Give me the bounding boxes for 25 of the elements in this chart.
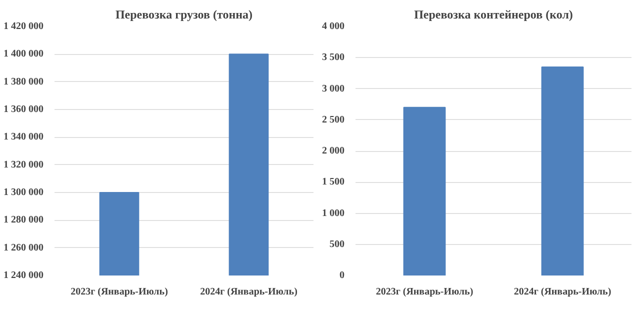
y-tick-label: 500 [330,238,344,250]
y-tick-label: 1 320 000 [4,159,44,170]
y-tick-label: 2 000 [322,146,344,156]
chart-title: Перевозка контейнеров (кол) [414,8,573,22]
x-tick-label: 2024г (Январь-Июль) [514,286,612,298]
y-tick-label: 0 [340,270,344,281]
y-tick-label: 2 500 [322,114,344,126]
y-tick-label: 1 420 000 [4,21,44,32]
y-tick-label: 1 340 000 [4,132,44,143]
y-tick-label: 3 500 [322,52,344,64]
y-tick-label: 1 240 000 [4,270,44,281]
x-tick-label: 2023г (Январь-Июль) [70,286,168,298]
y-tick-label: 3 000 [322,83,344,94]
x-tick-label: 2024г (Январь-Июль) [200,286,298,298]
y-tick-label: 1 260 000 [4,242,44,254]
y-tick-label: 1 000 [322,208,344,219]
y-tick-label: 1 300 000 [4,187,44,198]
y-tick-label: 1 280 000 [4,214,44,226]
y-tick-label: 4 000 [322,21,344,32]
y-tick-label: 1 400 000 [4,48,44,60]
x-tick-label: 2023г (Январь-Июль) [376,286,474,298]
y-tick-label: 1 380 000 [4,76,44,88]
y-tick-label: 1 500 [322,176,344,188]
chart-title: Перевозка грузов (тонна) [115,8,253,22]
y-tick-label: 1 360 000 [4,104,44,115]
